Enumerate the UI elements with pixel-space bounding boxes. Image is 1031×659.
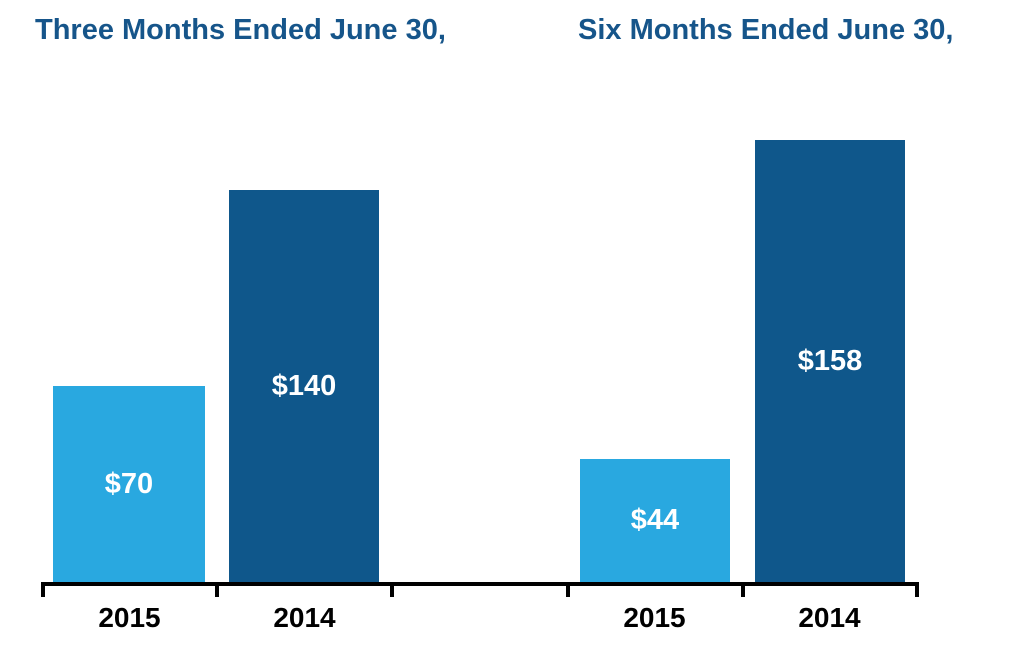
bar-value-label: $140 [271, 369, 337, 402]
bar-value-label: $158 [797, 344, 863, 377]
x-axis-label-three-months-2014: 2014 [273, 602, 336, 633]
chart-title-six-months: Six Months Ended June 30, [578, 14, 954, 46]
x-axis-label-six-months-2014: 2014 [798, 602, 861, 633]
bar-six-months-2015: $44 [580, 459, 730, 582]
bar-value-label: $44 [630, 504, 680, 536]
bar-value-label: $70 [104, 467, 154, 500]
bar-three-months-2014: $140 [229, 190, 379, 582]
x-axis-tick [215, 582, 219, 597]
x-axis-tick [390, 582, 394, 597]
x-axis-line [41, 582, 919, 586]
x-axis-tick [741, 582, 745, 597]
bar-six-months-2014: $158 [755, 140, 905, 582]
x-axis-tick [915, 582, 919, 597]
bar-three-months-2015: $70 [53, 386, 205, 582]
x-axis-tick [41, 582, 45, 597]
x-axis-tick [566, 582, 570, 597]
chart-title-three-months: Three Months Ended June 30, [35, 14, 446, 46]
x-axis-label-six-months-2015: 2015 [623, 602, 686, 633]
x-axis-label-three-months-2015: 2015 [98, 602, 161, 633]
